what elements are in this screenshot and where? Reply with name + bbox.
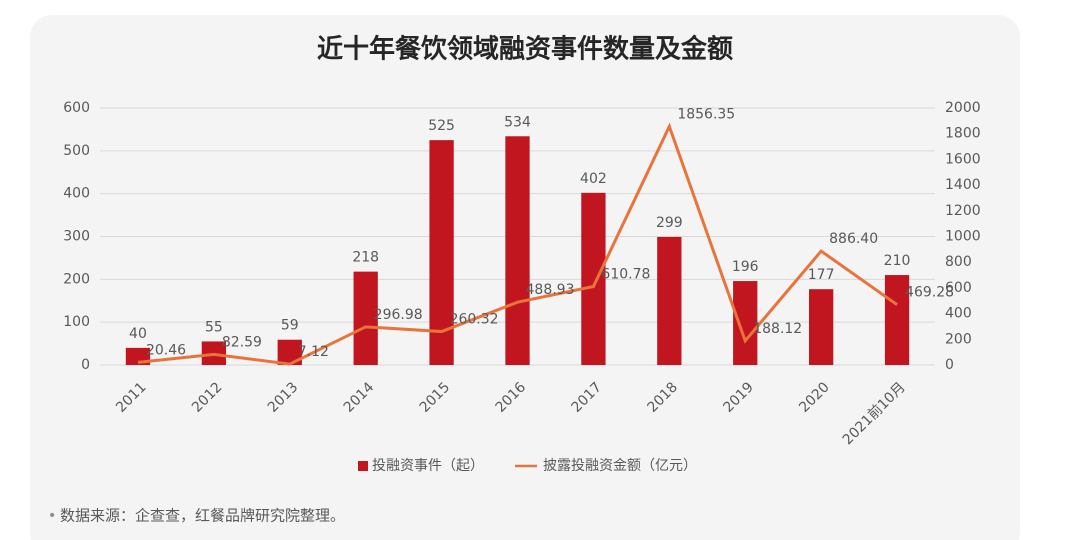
y-tick-label: 0 [81, 357, 90, 373]
source-bullet: • [48, 508, 56, 524]
legend-swatch [358, 461, 368, 471]
y2-tick-label: 1400 [945, 177, 981, 193]
bar [581, 192, 606, 365]
y2-tick-label: 600 [945, 280, 972, 296]
line-value-label: 886.40 [829, 231, 878, 247]
y2-tick-label: 2000 [945, 100, 981, 116]
bar-value-label: 55 [205, 319, 223, 335]
bar-value-label: 59 [281, 318, 299, 334]
y2-tick-label: 400 [945, 306, 972, 322]
bar-value-label: 196 [732, 259, 759, 275]
y-tick-label: 300 [63, 229, 90, 245]
bar-value-label: 210 [884, 253, 911, 269]
bar-value-label: 218 [352, 250, 379, 266]
y-tick-label: 200 [63, 271, 90, 287]
y2-tick-label: 1200 [945, 203, 981, 219]
line-value-label: 260.32 [450, 312, 499, 328]
line-value-label: 296.98 [374, 307, 423, 323]
line-value-label: 7.12 [298, 344, 329, 360]
y-tick-label: 600 [63, 100, 90, 116]
bar-value-label: 534 [504, 114, 531, 130]
y2-tick-label: 1600 [945, 151, 981, 167]
bar-value-label: 525 [428, 118, 455, 134]
bar [505, 136, 530, 365]
bar-value-label: 177 [808, 267, 835, 283]
y2-tick-label: 800 [945, 254, 972, 270]
bar-value-label: 40 [129, 326, 147, 342]
bar-value-label: 299 [656, 215, 683, 231]
y2-tick-label: 0 [945, 357, 954, 373]
legend-label: 披露投融资金额（亿元） [543, 458, 697, 474]
line-value-label: 488.93 [526, 282, 575, 298]
y2-tick-label: 1800 [945, 126, 981, 142]
bar-value-label: 402 [580, 171, 607, 187]
y-tick-label: 100 [63, 314, 90, 330]
line-value-label: 1856.35 [677, 106, 735, 122]
bar [657, 236, 682, 365]
bar [884, 275, 910, 365]
line-value-label: 82.59 [222, 334, 262, 350]
line [137, 122, 898, 366]
y2-tick-label: 1000 [945, 229, 981, 245]
line-value-label: 610.78 [601, 267, 650, 283]
line-value-label: 188.12 [753, 321, 802, 337]
source: 数据来源：企查查，红餐品牌研究院整理。 [60, 507, 345, 525]
line-value-label: 20.46 [146, 342, 186, 358]
y2-tick-label: 200 [945, 331, 972, 347]
line-value-label: 469.28 [905, 285, 954, 301]
chart-title: 近十年餐饮领域融资事件数量及金额 [317, 34, 733, 65]
y-tick-label: 400 [63, 186, 90, 202]
bar [353, 271, 378, 365]
bar [733, 281, 758, 365]
y-tick-label: 500 [63, 143, 90, 159]
bar [808, 289, 834, 365]
legend-label: 投融资事件（起） [372, 458, 484, 474]
